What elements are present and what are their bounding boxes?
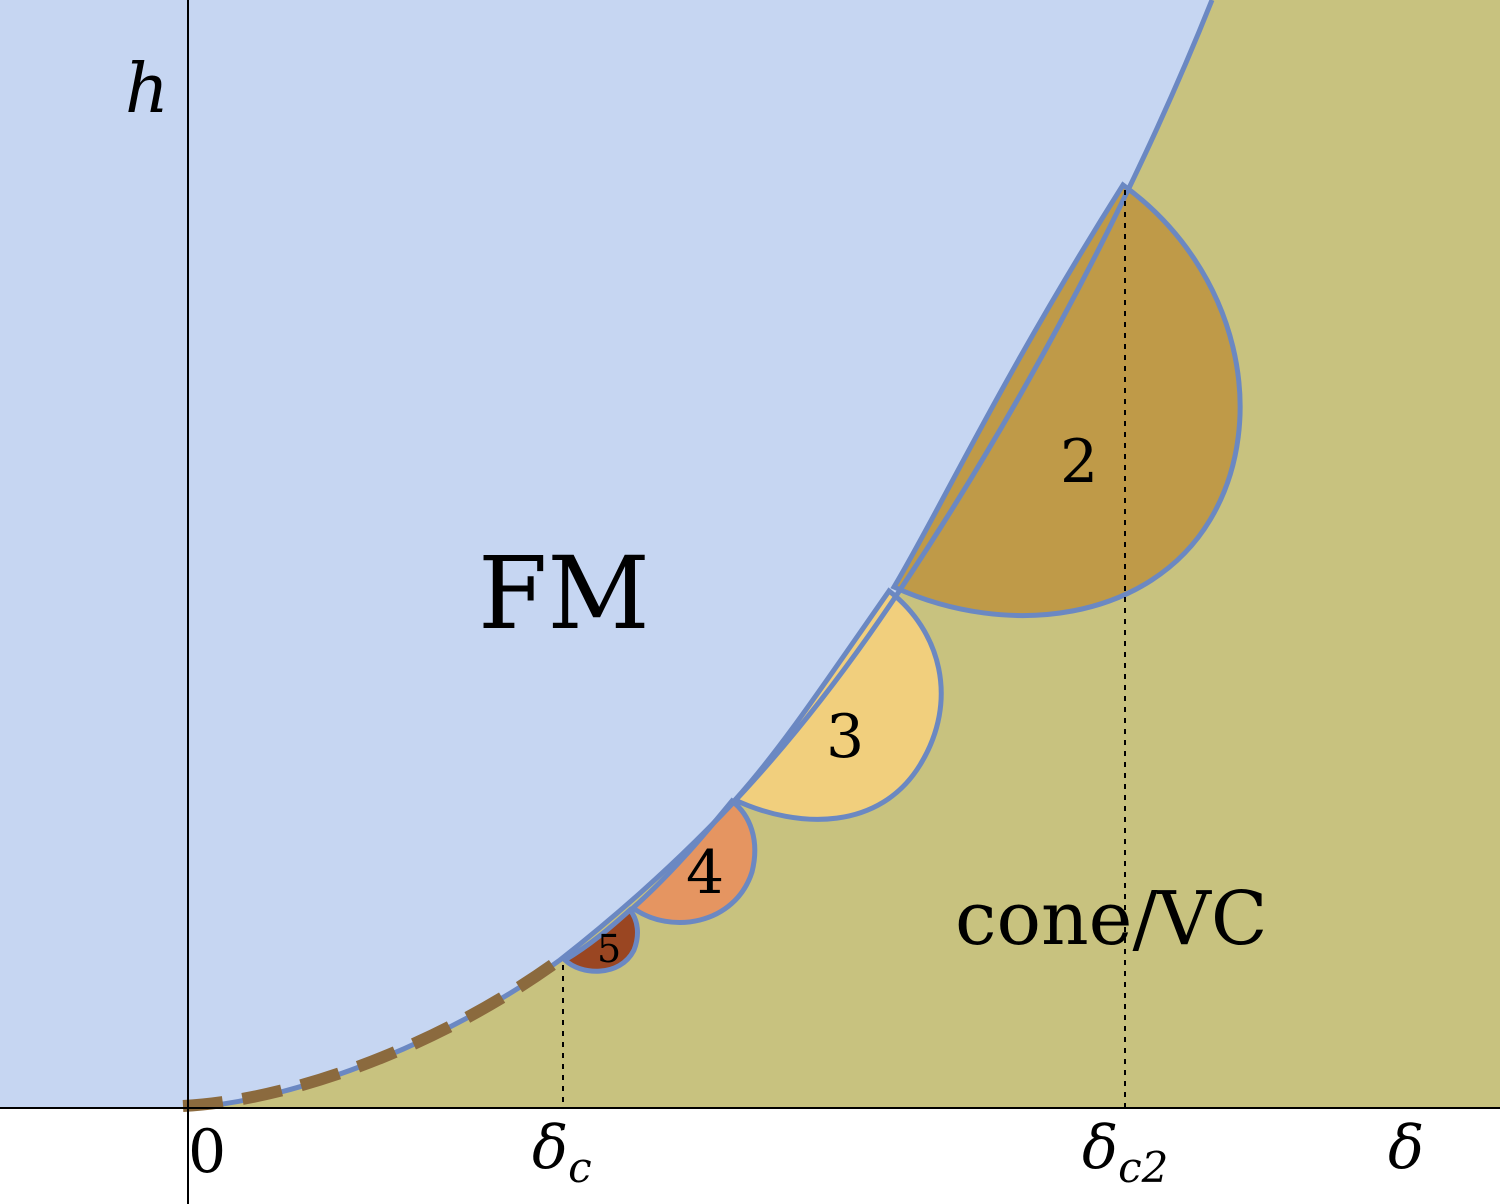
dashed-boundary-segment: [182, 953, 566, 1112]
delta-c2-main: δ: [1082, 1113, 1118, 1183]
fm-region-label: FM: [478, 535, 650, 652]
lobe-3: [730, 587, 944, 822]
lobe-5-label: 5: [597, 927, 621, 971]
lobe-2: [890, 181, 1243, 619]
lobe-5: [560, 906, 640, 974]
lobe-4: [629, 797, 758, 925]
lobe-3-label: 3: [826, 702, 864, 772]
lobe-2-label: 2: [1060, 427, 1098, 497]
lobe-4-label: 4: [686, 838, 724, 908]
origin-label: 0: [188, 1117, 226, 1187]
delta-c-subscript: c: [568, 1143, 592, 1192]
cone-vc-region-label: cone/VC: [955, 876, 1267, 962]
delta-c-main: δ: [532, 1113, 568, 1183]
fm-boundary-line: [187, 0, 1215, 1111]
delta-c2-tick-label: δc2: [1082, 1113, 1168, 1192]
y-axis-label: h: [125, 50, 169, 129]
delta-c2-subscript: c2: [1118, 1143, 1168, 1192]
below-axis-background: [0, 1108, 1500, 1204]
x-axis-label: δ: [1388, 1113, 1424, 1183]
delta-c-tick-label: δc: [532, 1113, 592, 1192]
